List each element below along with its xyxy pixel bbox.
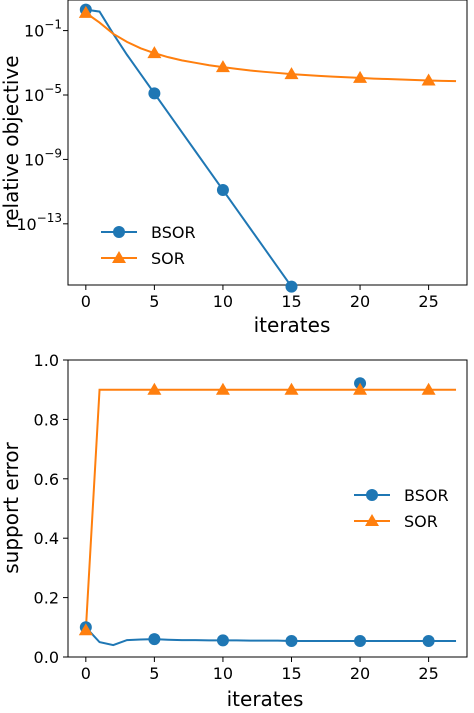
data-point-sor bbox=[147, 46, 162, 59]
x-tick-label: 10 bbox=[213, 292, 233, 311]
data-point-bsor bbox=[285, 634, 298, 647]
top-legend-sor-label: SOR bbox=[151, 249, 185, 268]
x-tick-label: 0 bbox=[81, 292, 91, 311]
top-series-lines bbox=[85, 8, 457, 285]
x-tick-label: 0 bbox=[81, 664, 91, 683]
bottom-legend-bsor-marker bbox=[366, 489, 378, 501]
top-plot-frame bbox=[67, 0, 468, 286]
bottom-legend-bsor-label: BSOR bbox=[404, 486, 449, 505]
data-point-bsor bbox=[422, 634, 435, 647]
data-point-sor bbox=[421, 73, 436, 86]
top-legend-bsor-marker bbox=[113, 226, 125, 238]
series-line-bsor bbox=[85, 8, 292, 285]
top-legend: BSOR SOR bbox=[101, 223, 196, 268]
series-line-sor bbox=[84, 388, 457, 631]
y-tick-label: 0.8 bbox=[34, 410, 59, 429]
data-point-bsor bbox=[285, 280, 298, 293]
data-point-bsor bbox=[216, 634, 229, 647]
data-point-sor bbox=[215, 60, 230, 73]
top-y-axis-label: relative objective bbox=[0, 55, 23, 228]
x-tick-label: 15 bbox=[281, 292, 301, 311]
data-point-sor bbox=[284, 67, 299, 80]
x-tick-label: 5 bbox=[149, 664, 159, 683]
y-tick-label: 0.6 bbox=[34, 470, 59, 489]
bottom-plot-frame bbox=[67, 359, 468, 658]
bottom-legend-sor-label: SOR bbox=[404, 512, 438, 531]
data-point-bsor bbox=[148, 87, 161, 100]
top-series-markers bbox=[78, 3, 436, 390]
x-tick-label: 20 bbox=[350, 292, 370, 311]
data-point-bsor bbox=[216, 184, 229, 196]
y-tick-label: 10−9 bbox=[24, 146, 62, 169]
data-point-sor bbox=[147, 382, 162, 395]
top-legend-bsor-label: BSOR bbox=[151, 223, 196, 242]
top-legend-sor-marker bbox=[112, 251, 126, 263]
data-point-sor bbox=[284, 382, 299, 395]
data-point-sor bbox=[215, 382, 230, 395]
bottom-legend: BSOR SOR bbox=[354, 486, 449, 531]
data-point-bsor bbox=[148, 633, 161, 646]
data-point-bsor bbox=[354, 634, 367, 647]
x-tick-label: 25 bbox=[418, 292, 438, 311]
data-point-sor bbox=[78, 5, 93, 18]
y-tick-label: 10−5 bbox=[24, 82, 62, 105]
top-x-axis-label: iterates bbox=[254, 313, 331, 337]
x-tick-label: 10 bbox=[213, 664, 233, 683]
y-tick-label: 0.2 bbox=[34, 589, 59, 608]
y-tick-label: 1.0 bbox=[34, 351, 59, 370]
data-point-sor bbox=[353, 70, 368, 83]
x-tick-label: 15 bbox=[281, 664, 301, 683]
y-tick-label: 0.4 bbox=[34, 529, 59, 548]
series-line-sor bbox=[85, 12, 457, 83]
top-ticks: 0 5 10 15 20 25 10−1 10−5 10−9 10−13 bbox=[16, 18, 438, 311]
series-line-bsor bbox=[85, 626, 457, 647]
y-tick-label: 10−13 bbox=[16, 211, 62, 234]
top-chart: 0 5 10 15 20 25 10−1 10−5 10−9 10−13 iterates rel… bbox=[0, 0, 468, 390]
bottom-x-axis-label: iterates bbox=[227, 687, 304, 711]
bottom-legend-sor-marker bbox=[365, 514, 379, 526]
y-tick-label: 0.0 bbox=[34, 648, 59, 667]
bottom-y-axis-label: support error bbox=[0, 441, 23, 573]
x-tick-label: 25 bbox=[418, 664, 438, 683]
y-tick-label: 10−1 bbox=[24, 18, 62, 41]
bottom-ticks: 0 5 10 15 20 25 0.0 0.2 0.4 0.6 0.8 1.0 bbox=[34, 351, 439, 683]
bottom-series-markers bbox=[78, 382, 436, 647]
bottom-chart: 0 5 10 15 20 25 0.0 0.2 0.4 0.6 0.8 1.0 iterates su… bbox=[0, 351, 468, 711]
data-point-sor bbox=[421, 382, 436, 395]
x-tick-label: 5 bbox=[149, 292, 159, 311]
x-tick-label: 20 bbox=[350, 664, 370, 683]
data-point-sor bbox=[78, 623, 93, 636]
data-point-sor bbox=[353, 382, 368, 395]
bottom-series-lines bbox=[84, 388, 457, 647]
